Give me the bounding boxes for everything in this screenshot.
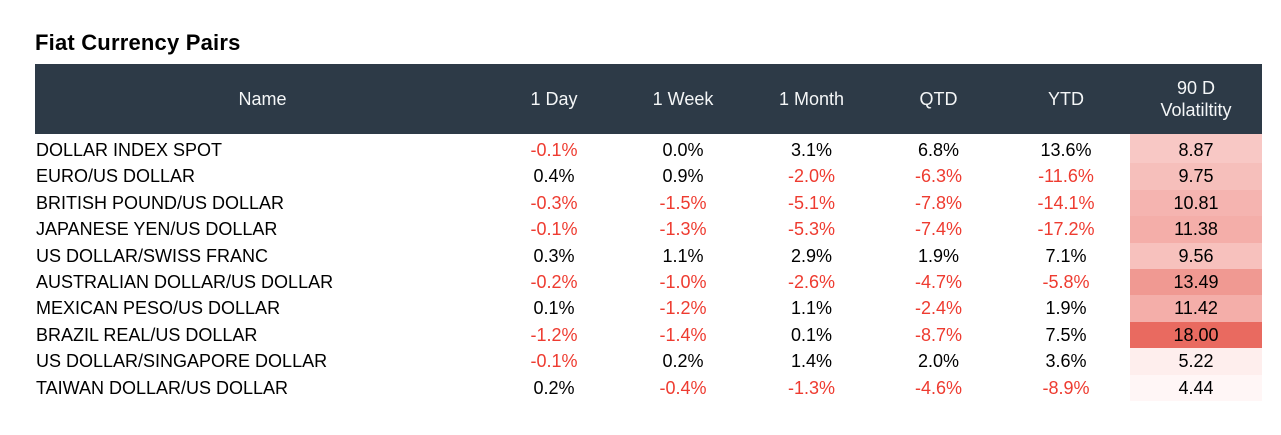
currency-pair-name: MEXICAN PESO/US DOLLAR bbox=[36, 298, 281, 319]
table-row: TAIWAN DOLLAR/US DOLLAR 0.2% -0.4% -1.3% -4.… bbox=[35, 374, 1262, 402]
pct-cell-1-day: -0.1% bbox=[530, 351, 578, 372]
volatility-heat-cell: 5.22 bbox=[1130, 348, 1262, 375]
pct-cell-1-month: -5.1% bbox=[787, 192, 836, 213]
pct-cell-1-day: 0.1% bbox=[533, 298, 575, 319]
pct-cell-1-month: -1.3% bbox=[787, 377, 836, 398]
header-row: Name 1 Day 1 Week 1 Month QTD YTD 90 D Volatil… bbox=[35, 64, 1262, 134]
volatility-heat-cell: 11.38 bbox=[1130, 216, 1262, 243]
table-row: BRITISH POUND/US DOLLAR -0.3% -1.5% -5.1% -7… bbox=[35, 189, 1262, 217]
column-header-90d-volatility: 90 D Volatiltity bbox=[1130, 64, 1262, 134]
pct-cell-ytd: -14.1% bbox=[1037, 192, 1095, 213]
pct-cell-qtd: -8.7% bbox=[914, 324, 963, 345]
pct-cell-1-day: -1.2% bbox=[530, 324, 578, 345]
table-header: Name 1 Day 1 Week 1 Month QTD YTD 90 D Volatil… bbox=[35, 64, 1262, 134]
pct-cell-qtd: 1.9% bbox=[917, 245, 960, 266]
pct-cell-1-day: -0.1% bbox=[530, 219, 578, 240]
currency-pair-name: EURO/US DOLLAR bbox=[36, 166, 196, 187]
page-title: Fiat Currency Pairs bbox=[35, 30, 241, 55]
volatility-heat-cell: 18.00 bbox=[1130, 321, 1262, 349]
pct-cell-1-day: -0.2% bbox=[530, 272, 578, 293]
pct-cell-1-week: 0.2% bbox=[662, 351, 704, 372]
volatility-heat-cell: 11.42 bbox=[1130, 295, 1262, 322]
fiat-currency-table: Name 1 Day 1 Week 1 Month QTD YTD 90 D Volatil… bbox=[35, 64, 1262, 402]
volatility-heat-cell: 4.44 bbox=[1130, 374, 1262, 402]
table-body: DOLLAR INDEX SPOT -0.1% 0.0% 3.1% 6.8% 13.6% 8… bbox=[35, 134, 1262, 402]
currency-pair-name: US DOLLAR/SWISS FRANC bbox=[36, 245, 269, 266]
pct-cell-ytd: -17.2% bbox=[1037, 219, 1095, 240]
column-header-ytd: YTD bbox=[1002, 64, 1130, 134]
pct-cell-1-week: -1.4% bbox=[659, 324, 707, 345]
pct-cell-1-day: -0.3% bbox=[530, 192, 578, 213]
fiat-currency-pairs-panel: Fiat Currency Pairs Name 1 Day 1 Week 1 Mon… bbox=[35, 30, 1262, 402]
currency-pair-name: BRAZIL REAL/US DOLLAR bbox=[36, 324, 258, 345]
pct-cell-1-month: -2.6% bbox=[787, 272, 836, 293]
currency-pair-name: US DOLLAR/SINGAPORE DOLLAR bbox=[36, 351, 328, 372]
currency-pair-name: JAPANESE YEN/US DOLLAR bbox=[36, 219, 278, 240]
column-header-qtd: QTD bbox=[875, 64, 1002, 134]
volatility-heat-cell: 9.56 bbox=[1130, 242, 1262, 270]
pct-cell-ytd: 7.5% bbox=[1045, 324, 1087, 345]
pct-cell-1-day: 0.4% bbox=[533, 166, 575, 187]
pct-cell-1-month: 2.9% bbox=[790, 245, 833, 266]
pct-cell-ytd: 13.6% bbox=[1040, 140, 1092, 160]
pct-cell-1-month: -2.0% bbox=[787, 166, 836, 187]
pct-cell-1-month: -5.3% bbox=[787, 219, 836, 240]
pct-cell-ytd: 3.6% bbox=[1045, 351, 1087, 372]
pct-cell-qtd: -4.6% bbox=[914, 377, 963, 398]
table-row: DOLLAR INDEX SPOT -0.1% 0.0% 3.1% 6.8% 13.6% 8… bbox=[35, 134, 1262, 164]
pct-cell-ytd: 7.1% bbox=[1045, 245, 1087, 266]
pct-cell-1-day: 0.3% bbox=[533, 245, 575, 266]
pct-cell-qtd: -6.3% bbox=[914, 166, 963, 187]
column-header-1-month: 1 Month bbox=[748, 64, 875, 134]
pct-cell-1-week: 0.0% bbox=[662, 140, 704, 160]
table-row: AUSTRALIAN DOLLAR/US DOLLAR -0.2% -1.0% -2.… bbox=[35, 269, 1262, 296]
pct-cell-1-day: 0.2% bbox=[533, 377, 575, 398]
table-row: MEXICAN PESO/US DOLLAR 0.1% -1.2% 1.1% -2.4%… bbox=[35, 295, 1262, 322]
volatility-heat-cell: 9.75 bbox=[1130, 163, 1262, 190]
column-header-1-day: 1 Day bbox=[490, 64, 618, 134]
table-row: US DOLLAR/SWISS FRANC 0.3% 1.1% 2.9% 1.9% 7.1… bbox=[35, 242, 1262, 270]
volatility-heat-cell: 8.87 bbox=[1130, 134, 1262, 164]
pct-cell-qtd: -4.7% bbox=[914, 272, 963, 293]
pct-cell-1-week: -0.4% bbox=[659, 377, 707, 398]
pct-cell-1-week: 1.1% bbox=[662, 245, 704, 266]
pct-cell-1-week: -1.0% bbox=[659, 272, 707, 293]
pct-cell-qtd: 6.8% bbox=[917, 140, 960, 160]
pct-cell-ytd: -5.8% bbox=[1042, 272, 1090, 293]
pct-cell-1-day: -0.1% bbox=[530, 140, 578, 160]
pct-cell-1-week: -1.5% bbox=[659, 192, 707, 213]
table-row: BRAZIL REAL/US DOLLAR -1.2% -1.4% 0.1% -8.7%… bbox=[35, 321, 1262, 349]
currency-pair-name: DOLLAR INDEX SPOT bbox=[36, 140, 223, 160]
currency-pair-name: AUSTRALIAN DOLLAR/US DOLLAR bbox=[36, 272, 334, 293]
column-header-name: Name bbox=[35, 64, 490, 134]
pct-cell-1-month: 1.4% bbox=[790, 351, 833, 372]
pct-cell-ytd: 1.9% bbox=[1045, 298, 1087, 319]
currency-pair-name: BRITISH POUND/US DOLLAR bbox=[36, 192, 285, 213]
pct-cell-1-week: -1.2% bbox=[659, 298, 707, 319]
pct-cell-qtd: 2.0% bbox=[917, 351, 960, 372]
table-row: EURO/US DOLLAR 0.4% 0.9% -2.0% -6.3% -11.6% 9.… bbox=[35, 163, 1262, 190]
volatility-heat-cell: 10.81 bbox=[1130, 189, 1262, 217]
pct-cell-1-week: 0.9% bbox=[662, 166, 704, 187]
currency-pair-name: TAIWAN DOLLAR/US DOLLAR bbox=[36, 377, 289, 398]
pct-cell-1-week: -1.3% bbox=[659, 219, 707, 240]
pct-cell-1-month: 0.1% bbox=[790, 324, 833, 345]
column-header-1-week: 1 Week bbox=[618, 64, 748, 134]
pct-cell-1-month: 3.1% bbox=[790, 140, 833, 160]
pct-cell-qtd: -7.8% bbox=[914, 192, 963, 213]
pct-cell-1-month: 1.1% bbox=[790, 298, 833, 319]
pct-cell-qtd: -7.4% bbox=[914, 219, 963, 240]
table-row: US DOLLAR/SINGAPORE DOLLAR -0.1% 0.2% 1.4% 2… bbox=[35, 348, 1262, 375]
table-row: JAPANESE YEN/US DOLLAR -0.1% -1.3% -5.3% -7.… bbox=[35, 216, 1262, 243]
volatility-heat-cell: 13.49 bbox=[1130, 269, 1262, 296]
pct-cell-ytd: -11.6% bbox=[1038, 166, 1094, 187]
pct-cell-ytd: -8.9% bbox=[1042, 377, 1090, 398]
pct-cell-qtd: -2.4% bbox=[914, 298, 963, 319]
